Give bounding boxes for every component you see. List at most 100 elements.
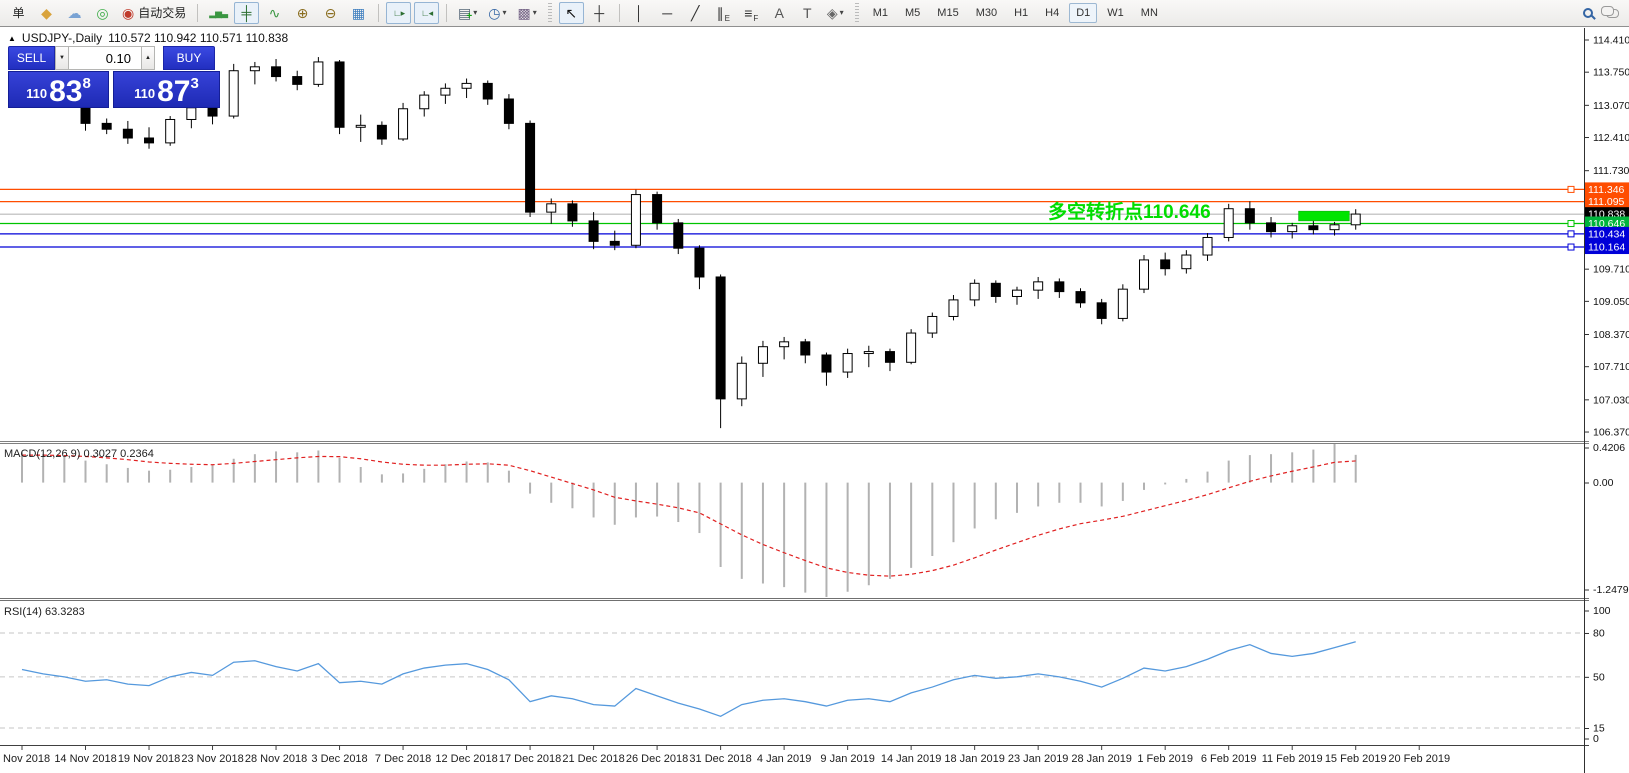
fibonacci-icon[interactable]: ≡ F bbox=[739, 2, 764, 24]
macd-axis-label: -1.2479 bbox=[1593, 584, 1629, 596]
sell-button[interactable]: SELL bbox=[8, 46, 55, 70]
text-icon[interactable]: A bbox=[767, 2, 792, 24]
line-handle[interactable] bbox=[1567, 185, 1575, 193]
macd-signal-line bbox=[22, 454, 1356, 577]
tool-sub-letter: F bbox=[753, 14, 759, 23]
profile-icon[interactable]: ☁ bbox=[62, 2, 87, 24]
toolbar-separator bbox=[618, 4, 620, 22]
macd-indicator-label: MACD(12,26,9) 0.3027 0.2364 bbox=[4, 448, 154, 460]
timeframe-m15[interactable]: M15 bbox=[937, 7, 959, 19]
new-order-button[interactable]: 单 bbox=[6, 2, 31, 24]
bullish-candle bbox=[1202, 236, 1213, 256]
timeframe-w1[interactable]: W1 bbox=[1107, 7, 1124, 19]
bearish-candle bbox=[1096, 302, 1107, 319]
bearish-candle bbox=[525, 122, 536, 213]
signal-icon[interactable]: ◎ bbox=[90, 2, 115, 24]
zoom-in-icon-glyph: ⊕ bbox=[296, 5, 309, 21]
macd-axis-label: 0.4206 bbox=[1593, 442, 1625, 454]
indicator-window-icon[interactable]: ∟▸ bbox=[386, 2, 411, 24]
price-badge-110.434 bbox=[1585, 226, 1629, 241]
bullish-candle bbox=[1139, 259, 1150, 290]
dropdown-caret-icon[interactable]: ▾ bbox=[839, 8, 844, 17]
bearish-candle bbox=[144, 137, 155, 144]
pivot-annotation-text[interactable]: 多空转折点110.646 bbox=[1048, 202, 1211, 223]
volume-up-button[interactable]: ▲ bbox=[141, 46, 155, 70]
timeframe-h1[interactable]: H1 bbox=[1014, 7, 1029, 19]
tile-windows-icon[interactable]: ▦ bbox=[346, 2, 371, 24]
bearish-candle bbox=[482, 82, 493, 100]
buy-button[interactable]: BUY bbox=[163, 46, 215, 70]
bullish-candle bbox=[461, 82, 472, 89]
candlestick-chart-icon[interactable]: ╪ bbox=[234, 2, 259, 24]
gem-icon[interactable]: ◆ bbox=[34, 2, 59, 24]
indicator-list-icon[interactable]: ∟◂ bbox=[414, 2, 439, 24]
timeframe-m30[interactable]: M30 bbox=[975, 7, 998, 19]
volume-down-button[interactable]: ▼ bbox=[55, 46, 69, 70]
bearish-candle bbox=[1266, 222, 1277, 233]
buy-price-button[interactable]: 110 87 3 bbox=[113, 71, 220, 108]
zoom-in-icon[interactable]: ⊕ bbox=[290, 2, 315, 24]
bearish-candle bbox=[1054, 281, 1065, 293]
date-tick-label: 28 Jan 2019 bbox=[1071, 753, 1132, 765]
timeframe-mn[interactable]: MN bbox=[1140, 7, 1158, 19]
line-chart-icon[interactable]: ∿ bbox=[262, 2, 287, 24]
zoom-out-icon[interactable]: ⊖ bbox=[318, 2, 343, 24]
price-badge-111.095 bbox=[1585, 194, 1629, 209]
highlight-layer[interactable] bbox=[1298, 210, 1350, 222]
cursor-icon[interactable]: ↖ bbox=[558, 2, 584, 24]
label-icon[interactable]: T bbox=[795, 2, 820, 24]
macd-axis-label: 0.00 bbox=[1593, 477, 1614, 489]
timeframe-m5[interactable]: M5 bbox=[905, 7, 921, 19]
timeframe-h4[interactable]: H4 bbox=[1045, 7, 1060, 19]
price-tick-label: 113.070 bbox=[1593, 100, 1629, 112]
volume-input[interactable]: 0.10 bbox=[69, 46, 141, 70]
sell-price-button[interactable]: 110 83 8 bbox=[8, 71, 109, 108]
rsi-axis-label: 100 bbox=[1593, 605, 1611, 617]
trendline-icon[interactable]: ╱ bbox=[683, 2, 708, 24]
bar-chart-icon-glyph: ▂▅▃ bbox=[209, 7, 228, 18]
period-clock-icon[interactable]: ◷ ▾ bbox=[484, 2, 510, 24]
trade-panel-prices: 110 83 8 110 87 3 bbox=[8, 71, 221, 108]
tool-sub-letter: E bbox=[724, 14, 730, 23]
search-icon[interactable] bbox=[1583, 8, 1593, 18]
crosshair-icon[interactable]: ┼ bbox=[587, 2, 612, 24]
bearish-candle bbox=[1075, 291, 1086, 304]
timeframe-m1[interactable]: M1 bbox=[872, 7, 889, 19]
trendline-icon-glyph: ╱ bbox=[691, 5, 700, 21]
price-tick-label: 109.050 bbox=[1593, 296, 1629, 308]
horizontal-line-icon[interactable]: ─ bbox=[655, 2, 680, 24]
shapes-icon-glyph: ◈ bbox=[826, 5, 838, 21]
bar-chart-icon[interactable]: ▂▅▃ bbox=[205, 2, 231, 24]
dropdown-caret-icon[interactable]: ▾ bbox=[502, 8, 507, 17]
sell-price-pips: 83 bbox=[49, 74, 83, 108]
highlight-rectangle[interactable] bbox=[1298, 210, 1350, 222]
price-badge-label: 110.164 bbox=[1588, 242, 1625, 254]
channel-icon[interactable]: ∥ E bbox=[711, 2, 736, 24]
price-tick-label: 109.710 bbox=[1593, 264, 1629, 276]
date-tick-label: 18 Jan 2019 bbox=[944, 753, 1005, 765]
bullish-candle bbox=[1011, 289, 1022, 297]
timeframe-d1[interactable]: D1 bbox=[1069, 3, 1098, 23]
level-lines[interactable] bbox=[0, 185, 1584, 251]
collapse-triangle-icon[interactable]: ▲ bbox=[8, 33, 16, 43]
chat-icon[interactable] bbox=[1601, 5, 1619, 18]
bearish-candle bbox=[207, 107, 218, 117]
new-chart-icon[interactable]: ▤ + ▾ bbox=[454, 2, 481, 24]
line-handle[interactable] bbox=[1567, 243, 1575, 251]
toolbar-separator bbox=[446, 4, 447, 22]
shapes-icon[interactable]: ◈ ▾ bbox=[823, 2, 848, 24]
bullish-candle bbox=[546, 203, 557, 213]
crosshair-icon-glyph: ┼ bbox=[594, 5, 605, 21]
line-handle[interactable] bbox=[1567, 230, 1575, 238]
dropdown-caret-icon[interactable]: ▾ bbox=[532, 8, 537, 17]
dropdown-caret-icon[interactable]: ▾ bbox=[473, 8, 478, 17]
bearish-candle bbox=[1160, 259, 1171, 270]
auto-trading-button[interactable]: ◉ 自动交易 bbox=[118, 2, 190, 24]
template-icon[interactable]: ▩ ▾ bbox=[513, 2, 540, 24]
line-handle[interactable] bbox=[1567, 220, 1575, 228]
date-tick-label: 15 Feb 2019 bbox=[1325, 753, 1387, 765]
vertical-line-icon[interactable]: │ bbox=[627, 2, 652, 24]
date-tick-label: 3 Dec 2018 bbox=[311, 753, 367, 765]
bullish-candle bbox=[948, 299, 959, 317]
